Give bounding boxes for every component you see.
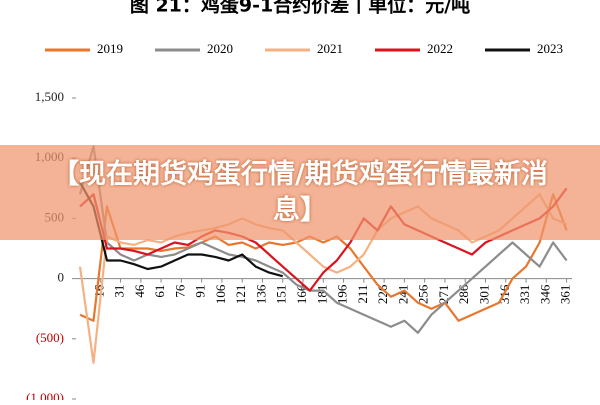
x-tick-label: 151 (274, 285, 289, 305)
x-tick-label: 361 (558, 285, 573, 305)
y-tick-label: (1,000) (26, 390, 64, 400)
x-tick-label: 91 (193, 285, 208, 298)
x-tick-label: 256 (416, 284, 431, 304)
legend-label: 2022 (427, 41, 453, 56)
x-tick-label: 271 (436, 285, 451, 305)
x-tick-label: 121 (233, 285, 248, 305)
x-tick-label: 196 (335, 284, 350, 304)
y-tick-label: 1,500 (35, 89, 64, 104)
x-tick-label: 46 (132, 284, 147, 298)
y-tick-label: (500) (36, 330, 64, 345)
legend-label: 2021 (317, 41, 343, 56)
y-tick-label: 0 (58, 270, 65, 285)
banner (0, 145, 600, 240)
x-tick-label: 31 (112, 285, 127, 298)
series-line (79, 181, 283, 278)
legend-label: 2019 (97, 41, 123, 56)
x-tick-label: 301 (476, 285, 491, 305)
x-tick-label: 136 (253, 284, 268, 304)
x-tick-label: 76 (172, 284, 187, 298)
legend-label: 2023 (537, 41, 563, 56)
x-tick-label: 346 (537, 284, 552, 304)
banner-text: 【现在期货鸡蛋行情/期货鸡蛋行情最新消息】 (52, 159, 548, 226)
x-tick-label: 211 (355, 285, 370, 304)
legend-label: 2020 (207, 41, 233, 56)
x-tick-label: 331 (517, 285, 532, 305)
x-tick-label: 181 (314, 285, 329, 305)
series-line (78, 145, 568, 334)
x-tick-label: 241 (395, 285, 410, 305)
series-line (79, 193, 568, 322)
x-tick-label: 226 (375, 284, 390, 304)
x-tick-label: 61 (152, 285, 167, 298)
chart-title: 图 21：鸡蛋9-1合约价差丨单位：元/吨 (130, 0, 470, 17)
x-tick-label: 16 (91, 284, 106, 298)
series-line (79, 187, 568, 292)
x-tick-label: 106 (213, 284, 228, 304)
